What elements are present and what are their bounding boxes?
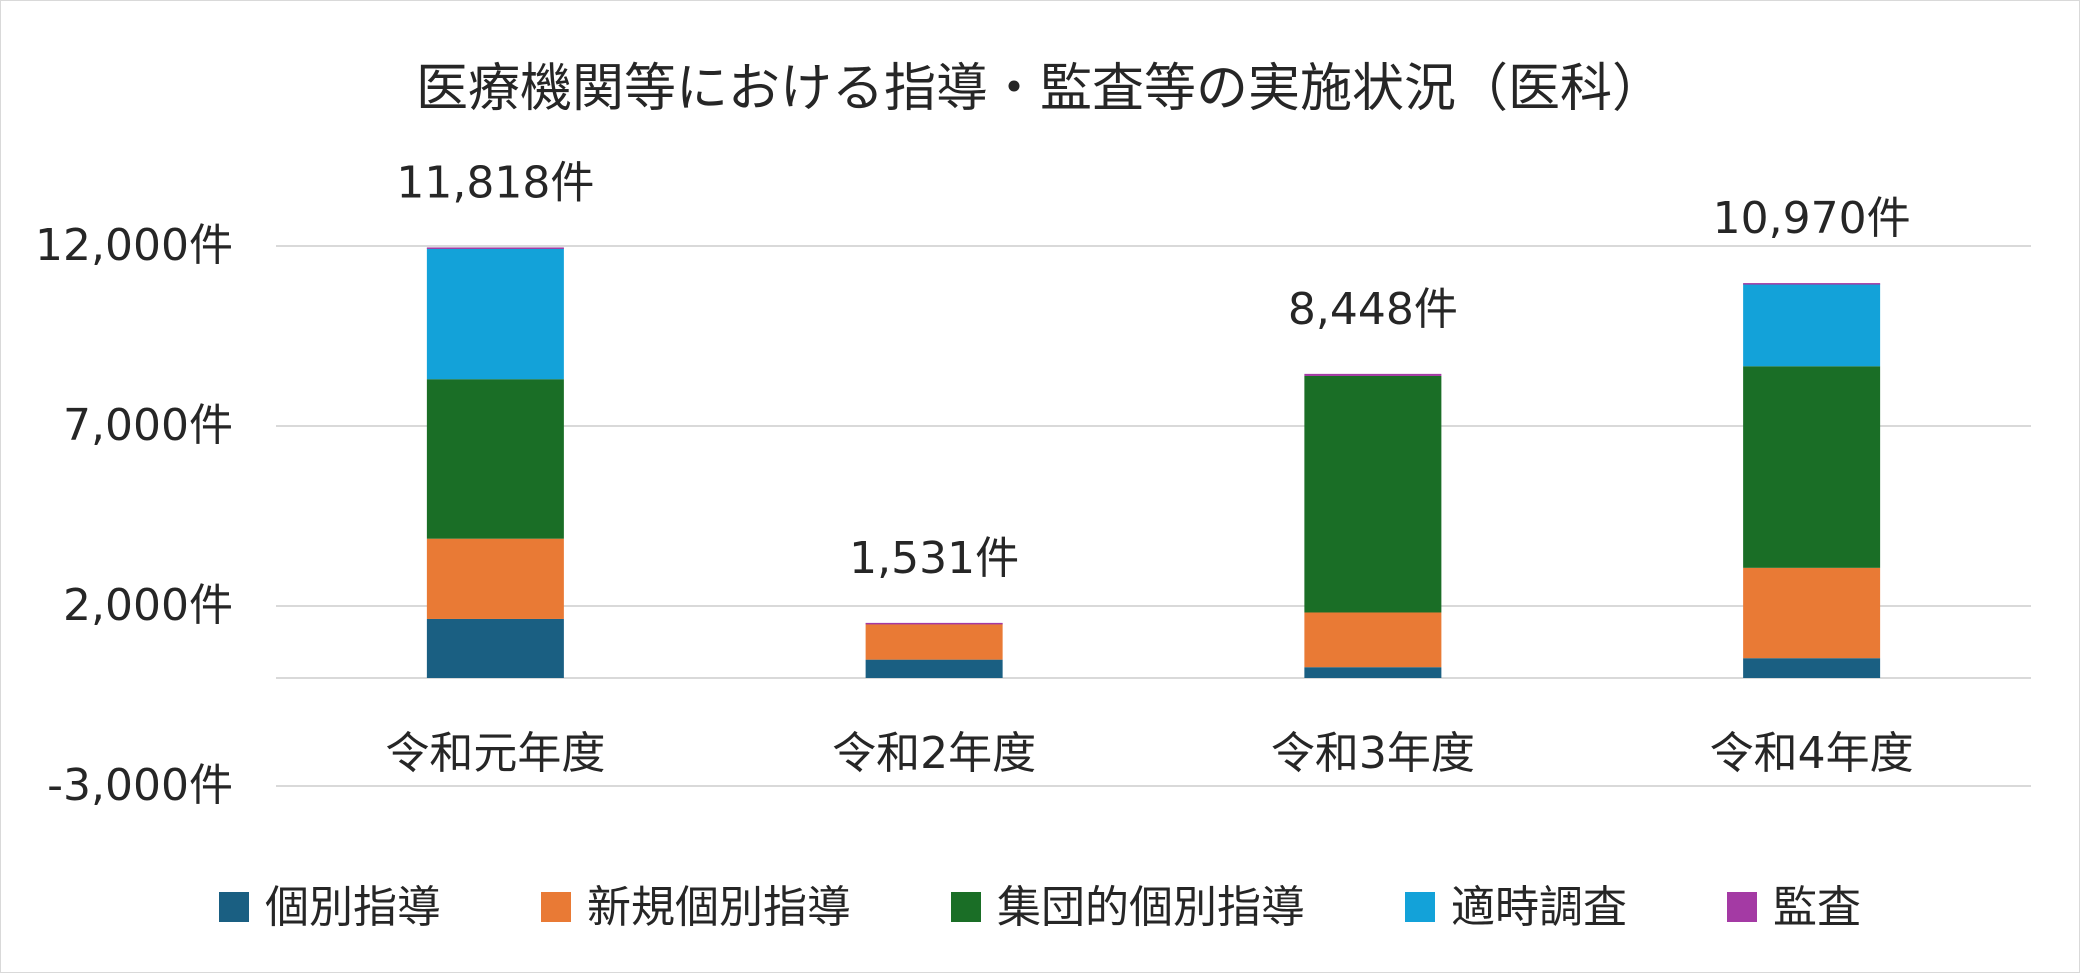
y-tick-label: 12,000件: [35, 220, 233, 271]
bar-segment: [1743, 658, 1881, 678]
bar-total-label: 10,970件: [1713, 193, 1911, 244]
bar-total-label: 11,818件: [396, 157, 594, 208]
legend-label: 新規個別指導: [587, 882, 851, 933]
chart-title: 医療機関等における指導・監査等の実施状況（医科）: [416, 59, 1664, 119]
legend-swatch: [1727, 892, 1757, 922]
total-labels: 11,818件 1,531件 8,448件 10,970件: [396, 157, 1910, 583]
legend-label: 個別指導: [265, 882, 441, 933]
bar-segment: [1304, 373, 1442, 376]
gridlines: [276, 245, 2031, 787]
bar-segment: [1743, 366, 1881, 568]
bar-segment: [865, 659, 1003, 678]
legend: 個別指導 新規個別指導 集団的個別指導 適時調査 監査: [219, 882, 1861, 933]
bar-total-label: 8,448件: [1288, 284, 1458, 335]
bar-segment: [1743, 283, 1881, 367]
y-axis-ticks: 12,000件 7,000件 2,000件 -3,000件: [35, 220, 233, 811]
legend-item: 集団的個別指導: [951, 882, 1305, 933]
legend-item: 監査: [1727, 882, 1861, 933]
bar-segment: [865, 622, 1003, 625]
legend-swatch: [1405, 892, 1435, 922]
bar-segment: [1743, 567, 1881, 659]
x-axis-categories: 令和元年度 令和2年度 令和3年度 令和4年度: [385, 728, 1913, 779]
legend-swatch: [951, 892, 981, 922]
bars: [426, 247, 1881, 678]
legend-item: 個別指導: [219, 882, 441, 933]
legend-swatch: [219, 892, 249, 922]
legend-item: 適時調査: [1405, 882, 1627, 933]
bar-segment: [1304, 667, 1442, 678]
bar-segment: [1304, 375, 1442, 613]
legend-swatch: [541, 892, 571, 922]
bar-segment: [426, 379, 564, 539]
x-category-label: 令和元年度: [385, 728, 605, 779]
legend-item: 新規個別指導: [541, 882, 851, 933]
bar-segment: [865, 623, 1003, 660]
x-category-label: 令和4年度: [1710, 728, 1914, 779]
bar-segment: [426, 618, 564, 678]
x-category-label: 令和2年度: [832, 728, 1036, 779]
bar-segment: [426, 247, 564, 249]
legend-label: 監査: [1773, 882, 1861, 933]
bar-segment: [1304, 612, 1442, 668]
bar-segment: [1743, 283, 1881, 285]
y-tick-label: 2,000件: [63, 580, 233, 631]
bar-segment: [426, 248, 564, 380]
y-tick-label: -3,000件: [47, 760, 233, 811]
bar-total-label: 1,531件: [849, 533, 1019, 584]
legend-label: 適時調査: [1451, 882, 1627, 933]
legend-label: 集団的個別指導: [997, 882, 1305, 933]
bar-segment: [426, 538, 564, 619]
x-category-label: 令和3年度: [1271, 728, 1475, 779]
y-tick-label: 7,000件: [63, 400, 233, 451]
